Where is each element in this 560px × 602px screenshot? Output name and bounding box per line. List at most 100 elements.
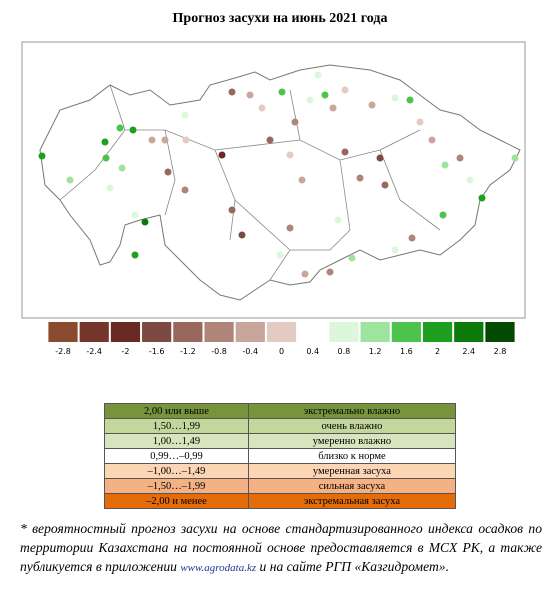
region-borders (59, 84, 441, 281)
legend-class: сильная засуха (247, 478, 457, 494)
station (131, 211, 139, 219)
legend-range: –1,00…–1,49 (104, 463, 249, 479)
station (66, 176, 74, 184)
station (286, 224, 294, 232)
colorbar-tick-label: 0.4 (306, 347, 319, 356)
colorbar-segment (204, 322, 234, 342)
station (291, 118, 299, 126)
station (38, 152, 46, 160)
colorbar-tick-label: 2 (435, 347, 440, 356)
station (182, 136, 190, 144)
station (301, 270, 309, 278)
legend-range: –2,00 и менее (104, 493, 249, 509)
station (321, 91, 329, 99)
footnote: * вероятностный прогноз засухи на основе… (20, 519, 542, 578)
station (266, 136, 274, 144)
colorbar-segment (298, 322, 328, 342)
station (148, 136, 156, 144)
station (478, 194, 486, 202)
colorbar-tick-label: 2.8 (494, 347, 507, 356)
station (348, 254, 356, 262)
legend-row: –2,00 и менее экстремальная засуха (104, 493, 457, 509)
station (238, 231, 246, 239)
station (218, 151, 226, 159)
map-chart: Прогноз засухи на июнь 2021 года (21, 11, 526, 356)
station (391, 246, 399, 254)
station (456, 154, 464, 162)
footnote-text: * вероятностный прогноз засухи на основе… (20, 521, 542, 574)
legend-row: 1,50…1,99 очень влажно (104, 418, 457, 434)
station (246, 91, 254, 99)
station (161, 136, 169, 144)
station (466, 176, 474, 184)
footnote-link[interactable]: www.agrodata.kz (180, 562, 257, 574)
station (102, 154, 110, 162)
legend-class: близко к норме (247, 448, 457, 464)
legend-range: –1,50…–1,99 (104, 478, 249, 494)
colorbar-tick-label: -2.8 (55, 347, 71, 356)
colorbar-segment (266, 322, 297, 342)
legend-class: экстремальная засуха (247, 493, 457, 509)
station (368, 101, 376, 109)
station (391, 94, 399, 102)
colorbar-tick-label: -0.4 (242, 347, 258, 356)
station (129, 126, 137, 134)
legend-class: экстремально влажно (247, 403, 457, 419)
station (276, 251, 284, 259)
colorbar-segment (110, 322, 141, 342)
legend-row: 1,00…1,49 умеренно влажно (104, 433, 457, 449)
legend-class: умеренно влажно (247, 433, 457, 449)
station (116, 124, 124, 132)
station (416, 118, 424, 126)
station (106, 184, 114, 192)
title: Прогноз засухи на июнь 2021 года (173, 11, 388, 26)
legend-row: –1,50…–1,99 сильная засуха (104, 478, 457, 494)
colorbar-segment (422, 322, 453, 342)
colorbar-segment (235, 322, 265, 342)
station (511, 154, 519, 162)
station (118, 164, 126, 172)
legend-range: 2,00 или выше (104, 403, 249, 419)
station (164, 168, 172, 176)
colorbar-segment (48, 322, 78, 342)
colorbar-segment (79, 322, 109, 342)
station (439, 211, 447, 219)
legend-range: 0,99…–0,99 (104, 448, 249, 464)
station (131, 251, 139, 259)
station (298, 176, 306, 184)
station (278, 88, 286, 96)
legend-range: 1,50…1,99 (104, 418, 249, 434)
station (228, 206, 236, 214)
legend-range: 1,00…1,49 (104, 433, 249, 449)
colorbar-tick-label: -1.2 (180, 347, 196, 356)
station (181, 111, 189, 119)
footnote-tail: и на сайте РГП «Казгидромет». (256, 559, 449, 574)
station (408, 234, 416, 242)
colorbar-segment (360, 322, 390, 342)
station (341, 86, 349, 94)
station (341, 148, 349, 156)
colorbar-tick-label: 2.4 (462, 347, 475, 356)
station (441, 161, 449, 169)
colorbar-tick-label: -0.8 (211, 347, 227, 356)
station (376, 154, 384, 162)
country-outline (39, 64, 521, 301)
legend-class: умеренная засуха (247, 463, 457, 479)
colorbar-tick-label: -1.6 (149, 347, 165, 356)
legend-class: очень влажно (247, 418, 457, 434)
station (428, 136, 436, 144)
colorbar-segment (329, 322, 359, 342)
station (326, 268, 334, 276)
colorbar-segment (142, 322, 172, 342)
station (356, 174, 364, 182)
station (141, 218, 149, 226)
station (181, 186, 189, 194)
colorbar-tick-label: 1.6 (400, 347, 413, 356)
station (329, 104, 337, 112)
colorbar-tick-label: 0 (279, 347, 284, 356)
station (258, 104, 266, 112)
colorbar-tick-label: 1.2 (369, 347, 382, 356)
colorbar-segment (173, 322, 203, 342)
map-frame (21, 41, 526, 319)
